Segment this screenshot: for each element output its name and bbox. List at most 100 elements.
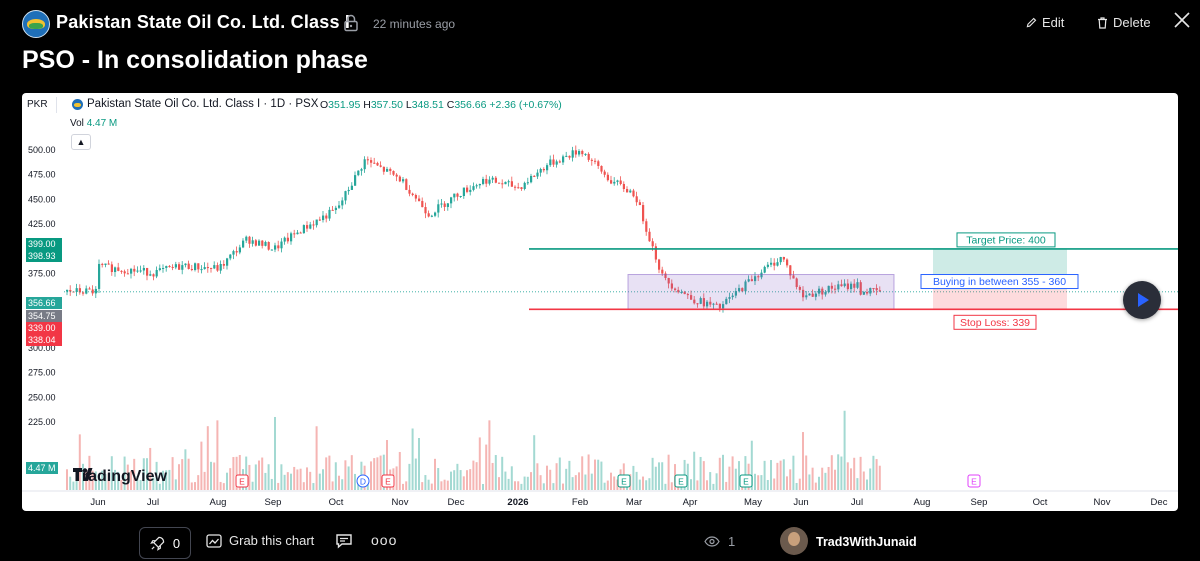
close-icon[interactable] — [1172, 10, 1192, 30]
event-marker-label: E — [621, 477, 627, 487]
edit-label: Edit — [1042, 15, 1065, 30]
volume-bar — [203, 471, 206, 490]
candle-body — [725, 298, 728, 305]
candle-body — [66, 289, 69, 292]
chart-symbol-title[interactable]: Pakistan State Oil Co. Ltd. Class I · 1D… — [87, 98, 319, 110]
candle-body — [130, 268, 133, 274]
high-label: H — [363, 99, 371, 111]
volume-bar — [181, 459, 184, 490]
volume-bar — [872, 455, 875, 490]
time-axis-label: Aug — [914, 497, 931, 508]
candle-body — [190, 268, 193, 270]
candle-body — [789, 265, 792, 276]
volume-bar — [552, 483, 555, 490]
candle-body — [411, 193, 414, 196]
volume-bar — [779, 460, 782, 490]
volume-bar — [274, 416, 276, 490]
volume-bar — [235, 456, 238, 490]
volume-bar — [184, 449, 187, 490]
delete-button[interactable]: Delete — [1097, 15, 1151, 30]
volume-bar — [200, 441, 203, 490]
author-name[interactable]: Trad3WithJunaid — [816, 535, 917, 549]
volume-bar — [482, 483, 484, 490]
volume-bar — [706, 480, 708, 490]
candle-body — [779, 256, 782, 263]
candle-body — [750, 279, 753, 282]
volume-bar — [382, 454, 385, 490]
volume-bar — [632, 465, 635, 490]
candle-body — [658, 259, 661, 270]
volume-bar — [370, 461, 372, 490]
candle-body — [706, 301, 709, 307]
candle-body — [773, 262, 776, 266]
volume-bar — [254, 464, 257, 490]
candle-body — [354, 175, 357, 186]
volume-bar — [776, 462, 779, 490]
company-logo-icon[interactable] — [22, 10, 50, 38]
chevron-up-icon[interactable]: ▲ — [71, 134, 91, 150]
candle-body — [347, 189, 350, 192]
volume-bar — [171, 457, 174, 490]
candle-body — [677, 289, 680, 293]
grab-chart-button[interactable]: Grab this chart — [206, 533, 314, 548]
candle-body — [747, 279, 750, 282]
volume-bar — [226, 472, 228, 490]
candle-body — [840, 284, 843, 287]
pencil-icon — [1026, 17, 1037, 28]
volume-bar — [693, 451, 696, 490]
boost-button[interactable]: 0 — [139, 527, 191, 559]
play-replay-button[interactable] — [1123, 281, 1161, 319]
volume-bar — [786, 476, 788, 490]
volume-bar — [504, 471, 507, 490]
currency-label[interactable]: PKR — [27, 99, 48, 110]
author-avatar[interactable] — [780, 527, 808, 555]
delete-label: Delete — [1113, 15, 1151, 30]
volume-bar — [587, 454, 590, 490]
candle-body — [616, 180, 619, 182]
volume-bar — [731, 456, 734, 490]
candle-body — [232, 251, 235, 255]
more-options-button[interactable]: ooo — [371, 532, 398, 548]
symbol-name[interactable]: Pakistan State Oil Co. Ltd. Class I — [56, 12, 351, 32]
volume-bar — [453, 470, 456, 490]
volume-bar — [718, 457, 721, 490]
volume-bar — [485, 444, 488, 490]
candle-body — [216, 265, 219, 271]
chart-panel[interactable]: Jun Jul Aug Sep Oct Nov Dec 2026 Feb Mar Apr May Jun… — [22, 93, 1178, 511]
candle-body — [91, 289, 94, 294]
volume-bar — [709, 472, 712, 490]
candle-body — [558, 161, 561, 163]
candle-body — [683, 292, 686, 295]
volume-bar — [245, 456, 248, 490]
candle-body — [670, 283, 673, 289]
volume-bar — [133, 458, 136, 490]
candle-body — [82, 292, 85, 294]
low-label: L — [405, 99, 412, 111]
candle-body — [213, 265, 216, 269]
volume-bar — [555, 463, 558, 490]
idea-title: PSO - In consolidation phase — [22, 46, 368, 74]
price-chart[interactable]: Jun Jul Aug Sep Oct Nov Dec 2026 Feb Mar Apr May Jun… — [22, 93, 1178, 511]
edit-button[interactable]: Edit — [1026, 15, 1064, 30]
volume-bar — [434, 458, 436, 490]
comment-icon[interactable] — [335, 533, 353, 549]
candle-body — [526, 182, 529, 184]
volume-bar — [398, 451, 401, 490]
volume-bar — [549, 469, 552, 490]
candle-body — [174, 264, 177, 268]
candle-body — [875, 288, 878, 291]
candle-body — [280, 241, 283, 249]
volume-bar — [440, 481, 443, 490]
candle-body — [350, 185, 353, 190]
price-badge-label: 399.00 — [28, 239, 56, 249]
volume-bar — [846, 462, 849, 490]
volume-bar — [590, 473, 593, 490]
candle-body — [462, 187, 465, 197]
candle-body — [552, 159, 555, 165]
volume-bar — [773, 478, 776, 490]
event-marker-label: D — [360, 477, 366, 487]
candle-body — [296, 232, 299, 235]
candle-body — [869, 288, 872, 294]
candle-body — [498, 182, 501, 184]
time-axis-label: Oct — [329, 497, 344, 508]
